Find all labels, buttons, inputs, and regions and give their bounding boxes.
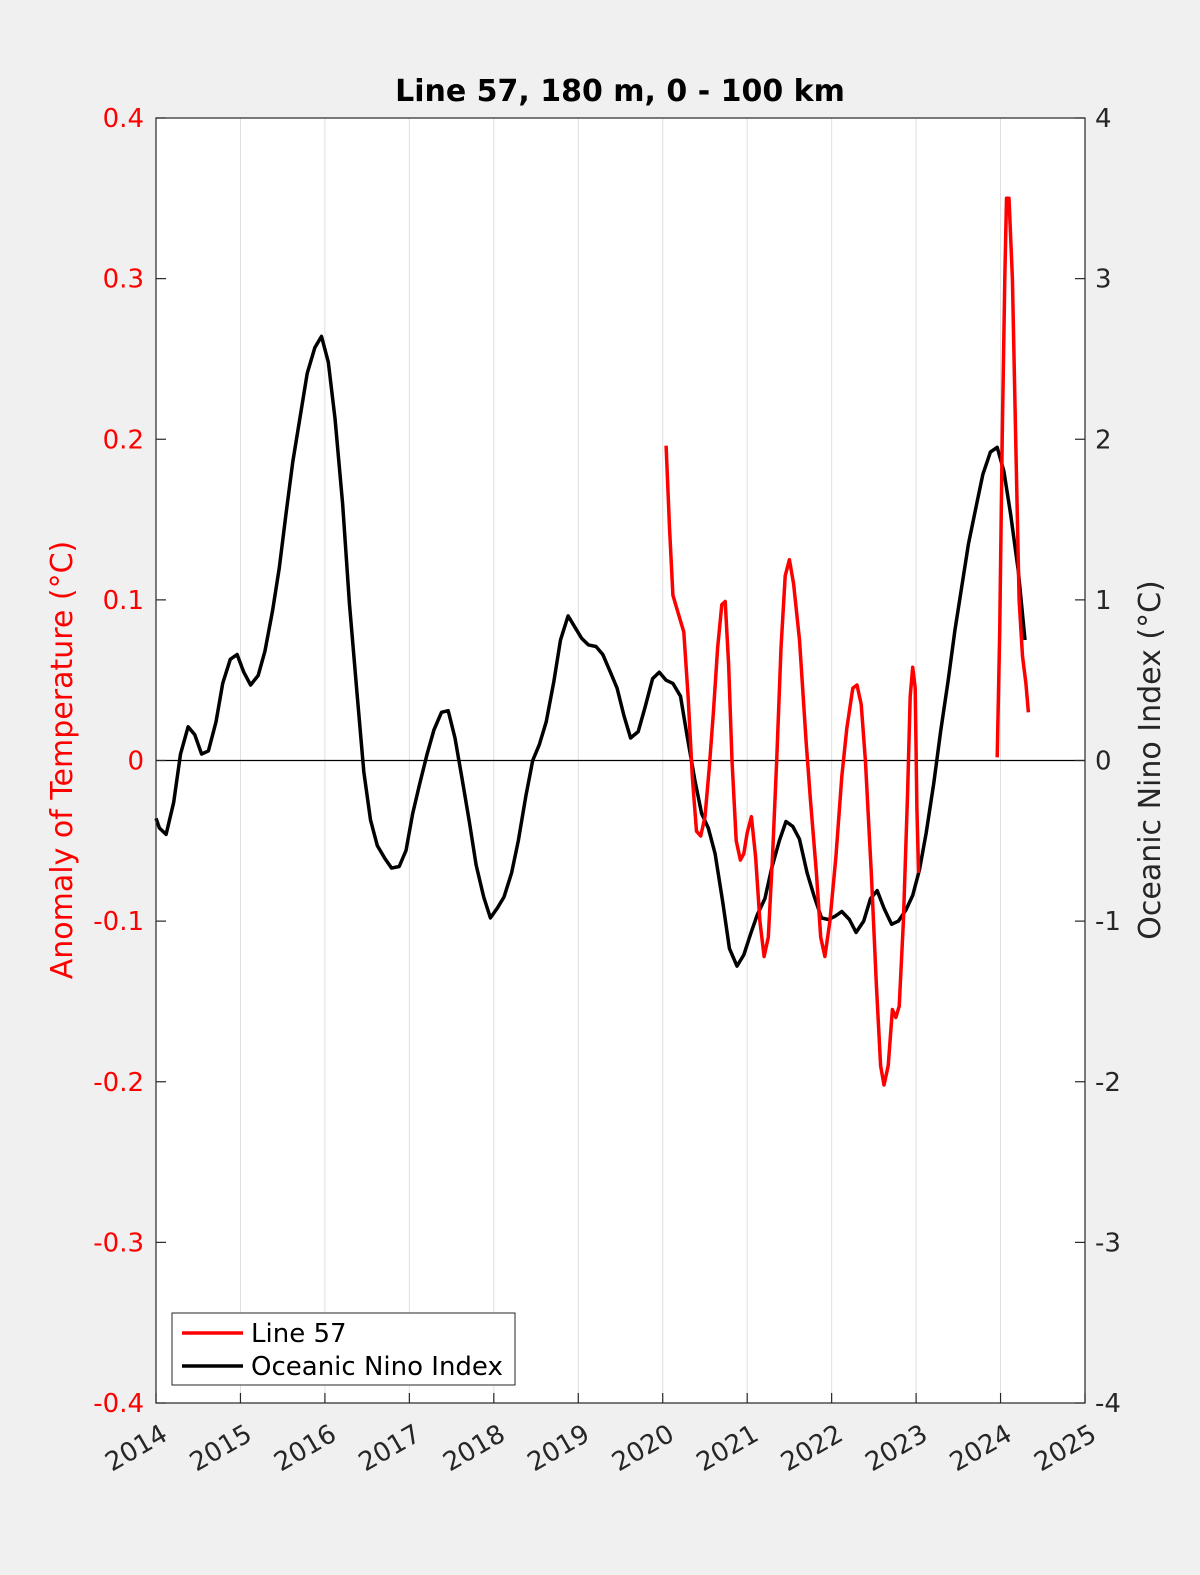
y-left-tick-label: 0.1	[103, 586, 144, 616]
y-right-tick-label: -4	[1095, 1389, 1121, 1419]
y-axis-right-label: Oceanic Nino Index (°C)	[1133, 580, 1168, 940]
series-line-oceanic-nino-index	[154, 334, 1027, 968]
y-right-tick-label: 2	[1095, 425, 1112, 455]
legend-box	[171, 1312, 516, 1386]
y-right-tick-label: -3	[1095, 1228, 1121, 1258]
y-left-tick-label: 0.3	[103, 265, 144, 295]
legend-label-oni: Oceanic Nino Index	[251, 1352, 503, 1382]
y-right-tick-label: 3	[1095, 265, 1112, 295]
y-right-tick-label: 1	[1095, 586, 1112, 616]
legend-label-line-57: Line 57	[251, 1319, 347, 1349]
y-right-tick-label: 0	[1095, 747, 1112, 777]
y-left-tick-label: -0.4	[93, 1389, 144, 1419]
y-left-tick-label: -0.1	[93, 907, 144, 937]
chart-title: Line 57, 180 m, 0 - 100 km	[395, 74, 845, 109]
series-line-line-57	[664, 445, 921, 1087]
y-left-tick-label: 0.4	[103, 104, 144, 134]
series-layer	[154, 196, 1031, 1087]
legend: Line 57 Oceanic Nino Index	[171, 1312, 516, 1386]
y-left-tick-label: -0.3	[93, 1228, 144, 1258]
y-right-tick-label: -2	[1095, 1068, 1121, 1098]
series-line-line-57	[995, 196, 1031, 758]
y-right-tick-label: 4	[1095, 104, 1112, 134]
y-left-tick-label: 0	[127, 747, 144, 777]
y-left-tick-label: 0.2	[103, 425, 144, 455]
y-right-tick-label: -1	[1095, 907, 1121, 937]
y-left-tick-label: -0.2	[93, 1068, 144, 1098]
y-axis-left-label: Anomaly of Temperature (°C)	[45, 541, 80, 980]
